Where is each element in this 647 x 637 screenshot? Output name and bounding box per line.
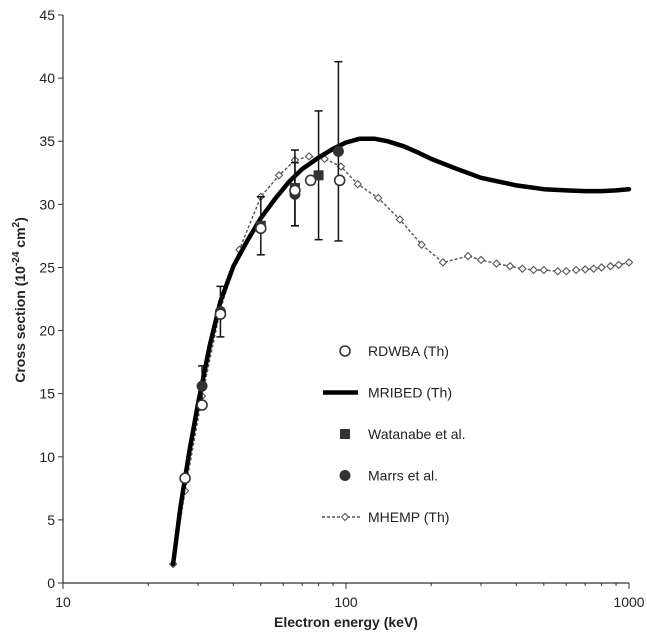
mhemp-point (597, 263, 606, 272)
y-tick-label: 15 (39, 386, 55, 402)
mhemp-point (353, 179, 362, 189)
y-tick-label: 20 (39, 323, 55, 339)
y-tick-label: 40 (39, 70, 55, 86)
y-axis-title-exp1: -24 (11, 251, 22, 266)
legend-label: MRIBED (Th) (368, 385, 452, 401)
mhemp-point (476, 255, 486, 265)
y-axis-title-mid: cm (12, 227, 28, 251)
y-tick-label: 10 (39, 449, 55, 465)
y-axis-title-prefix: Cross section (10 (12, 266, 28, 383)
y-tick-label: 45 (39, 7, 55, 23)
mhemp-point (580, 265, 590, 274)
mhemp-point (614, 260, 624, 270)
mhemp-point (553, 266, 563, 276)
legend-swatch-filled-square (340, 429, 350, 439)
legend-label: Marrs et al. (368, 468, 438, 484)
rdwba-point (333, 174, 346, 187)
mhemp-point (417, 240, 426, 250)
x-tick-label: 1000 (613, 594, 644, 610)
y-axis-title: Cross section (10-24 cm2) (11, 217, 28, 383)
mhemp-point (624, 258, 634, 267)
rdwba-point (196, 399, 208, 411)
marrs-point (332, 145, 344, 157)
x-tick-label: 10 (55, 594, 71, 610)
mhemp-point (463, 251, 473, 261)
legend-label: RDWBA (Th) (368, 343, 449, 359)
legend-swatch-open-circle (339, 345, 351, 357)
marrs-point (196, 380, 208, 392)
watanabe-point (313, 170, 324, 181)
legend-label: MHEMP (Th) (368, 509, 449, 525)
y-axis-title-exp2: 2 (11, 221, 22, 227)
x-tick-label: 100 (334, 594, 358, 610)
legend-mhemp-swatch-marker (340, 512, 350, 522)
rdwba-point (304, 174, 317, 187)
rdwba-point (214, 308, 227, 320)
mhemp-point (438, 258, 448, 267)
y-tick-label: 30 (39, 196, 55, 212)
mhemp-point (373, 193, 383, 203)
x-axis-title: Electron energy (keV) (274, 614, 418, 630)
plot-area (168, 60, 634, 569)
mhemp-point (589, 264, 598, 273)
mhemp-point (518, 264, 527, 273)
rdwba-point (289, 184, 301, 197)
rdwba-point (255, 222, 267, 235)
rdwba-point (179, 472, 191, 485)
mhemp-point (304, 152, 314, 161)
mhemp-point (505, 261, 515, 271)
mhemp-point (395, 215, 405, 224)
axes: 0 5 10 15 20 25 30 35 40 45 10 100 1000 (39, 7, 644, 610)
mhemp-point (539, 265, 549, 275)
mhemp-point (492, 259, 501, 268)
mhemp-point (606, 261, 615, 271)
y-tick-label: 25 (39, 259, 55, 275)
mhemp-point (561, 266, 571, 276)
y-tick-label: 5 (47, 512, 55, 528)
legend: RDWBA (Th) MRIBED (Th) Watanabe et al. Marr… (322, 343, 466, 525)
y-tick-label: 0 (47, 575, 55, 591)
legend-label: Watanabe et al. (368, 426, 466, 442)
mhemp-point (529, 265, 538, 275)
mhemp-point (571, 265, 581, 275)
legend-swatch-filled-circle (339, 470, 351, 481)
y-axis-title-suffix: ) (12, 217, 28, 222)
y-tick-label: 35 (39, 133, 55, 149)
mhemp-point (274, 171, 284, 180)
